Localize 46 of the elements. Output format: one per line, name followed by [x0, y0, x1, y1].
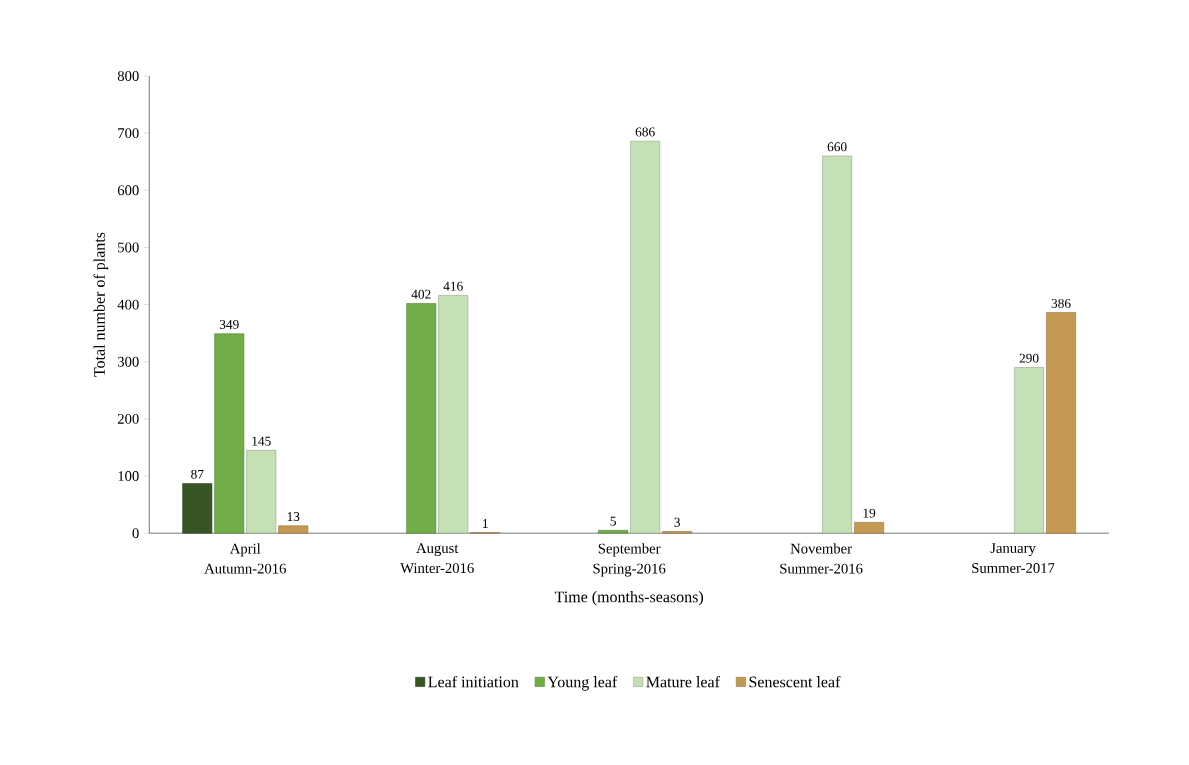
data-label: 416: [443, 281, 463, 291]
data-label: 87: [191, 469, 204, 479]
bar: [278, 525, 309, 534]
data-label: 1: [483, 519, 488, 528]
y-tick-label: 200: [117, 413, 139, 424]
bar: [630, 140, 661, 534]
x-axis-title: Time (months-seasons): [554, 590, 704, 606]
bar: [854, 522, 885, 534]
data-label: 145: [252, 436, 271, 446]
bar: [1014, 367, 1044, 534]
data-label: 686: [635, 127, 655, 137]
y-tick-label: 0: [132, 528, 139, 539]
y-tick-label: 600: [117, 185, 139, 196]
y-tick-label: 300: [117, 356, 139, 367]
x-tick-label: January Summer-2017: [972, 543, 1055, 573]
y-tick-label: 700: [118, 128, 139, 139]
legend-label: Senescent leaf: [749, 675, 841, 688]
data-label: 349: [219, 320, 239, 329]
bar: [406, 303, 437, 534]
x-tick-label: April Autumn-2016: [204, 543, 286, 574]
bar: [182, 483, 213, 534]
x-tick-label: November Summer-2016: [780, 543, 863, 574]
legend-label: Young leaf: [547, 675, 618, 691]
data-label: 3: [674, 517, 680, 527]
data-label: 660: [827, 142, 847, 152]
data-label: 386: [1051, 298, 1071, 308]
legend-label: Leaf initiation: [428, 675, 519, 688]
data-label: 290: [1019, 353, 1039, 363]
bar: [438, 295, 469, 534]
y-tick-label: 400: [117, 299, 139, 310]
x-tick-label: August Winter-2016: [400, 543, 474, 574]
bar: [214, 333, 245, 534]
data-label: 402: [411, 289, 431, 299]
data-label: 5: [610, 516, 616, 526]
y-tick-label: 800: [117, 71, 139, 81]
data-label: 13: [287, 512, 300, 521]
y-tick-label: 100: [118, 471, 139, 481]
bar: [246, 450, 277, 534]
bar: [1046, 312, 1076, 534]
bar: [598, 530, 629, 534]
legend-label: Mature leaf: [646, 675, 720, 688]
bar: [822, 155, 853, 534]
y-axis-title: Total number of plants: [93, 232, 109, 377]
y-tick-label: 500: [118, 242, 139, 253]
x-tick-label: September Spring-2016: [593, 543, 666, 577]
data-label: 19: [863, 508, 876, 518]
